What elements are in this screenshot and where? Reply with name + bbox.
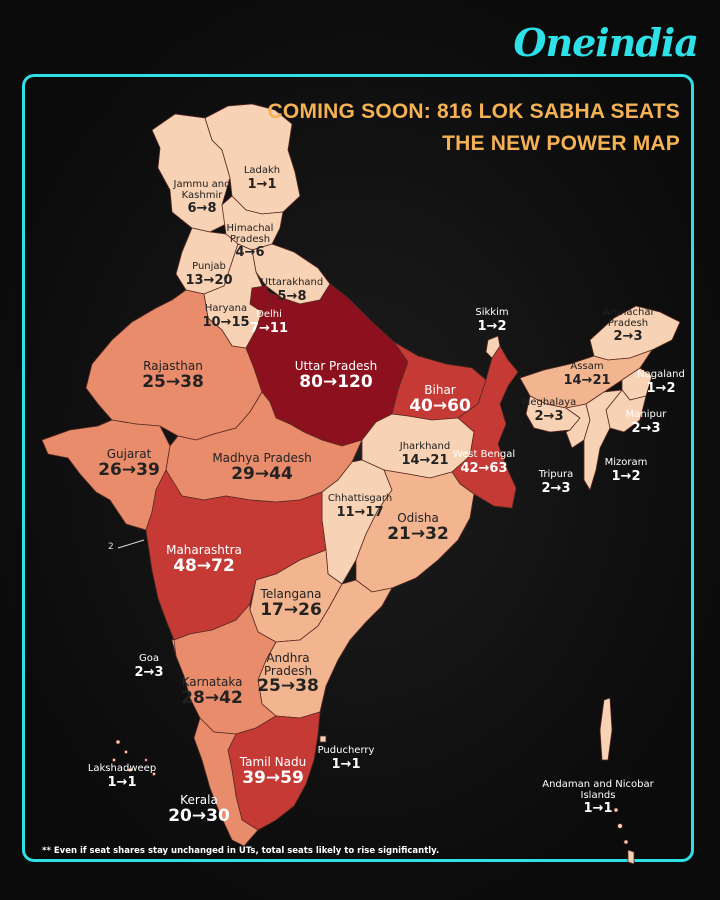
label-maharashtra: Maharashtra 48→72 (166, 543, 242, 576)
label-meghalaya: Meghalaya 2→3 (521, 397, 577, 424)
headline-line-2: THE NEW POWER MAP (442, 132, 680, 155)
label-punjab: Punjab 13→20 (185, 261, 233, 288)
label-lakshadweep: Lakshadweep 1→1 (87, 763, 157, 790)
label-mp: Madhya Pradesh 29→44 (212, 451, 312, 484)
marker-label: 2 (108, 542, 114, 552)
label-goa: Goa 2→3 (134, 653, 164, 680)
region-sikkim (485, 335, 501, 359)
label-rajasthan: Rajasthan 25→38 (142, 359, 204, 392)
label-odisha: Odisha 21→32 (387, 511, 449, 544)
label-hp: Himachal Pradesh 4→6 (226, 223, 274, 260)
headline-line-1: COMING SOON: 816 LOK SABHA SEATS (267, 100, 680, 123)
map-frame (22, 74, 694, 862)
label-andaman: Andaman and Nicobar Islands 1→1 (542, 779, 654, 816)
label-up: Uttar Pradesh 80→120 (294, 359, 378, 392)
region-lakshadweep (112, 739, 156, 777)
label-sikkim: Sikkim 1→2 (475, 307, 509, 334)
label-ladakh: Ladakh 1→1 (243, 165, 281, 192)
label-haryana: Haryana 10→15 (202, 303, 250, 330)
label-ap: Andhra Pradesh 25→38 (257, 651, 319, 697)
label-manipur: Manipur 2→3 (625, 409, 667, 436)
label-kerala: Kerala 20→30 (168, 793, 230, 826)
region-ladakh (204, 103, 301, 215)
region-karnataka (173, 602, 277, 735)
label-jk: Jammu and Kashmir 6→8 (173, 179, 231, 216)
region-mizoram (583, 389, 623, 491)
label-chhattisgarh: Chhattisgarh 11→17 (327, 493, 393, 520)
region-delhi (249, 285, 273, 313)
label-jharkhand: Jharkhand 14→21 (399, 441, 451, 468)
label-nagaland: Nagaland 1→2 (637, 369, 685, 396)
region-kerala (193, 717, 259, 847)
label-uttarakhand: Uttarakhand 5→8 (260, 277, 324, 304)
marker-line (117, 539, 145, 549)
label-delhi: Delhi 7→11 (249, 309, 289, 336)
label-assam: Assam 14→21 (563, 361, 611, 388)
label-gujarat: Gujarat 26→39 (98, 447, 160, 480)
region-wb (451, 345, 519, 509)
region-andaman (599, 697, 635, 865)
label-wb: West Bengal 42→63 (452, 449, 516, 476)
region-puducherry (319, 735, 327, 743)
label-arunachal: Arunachal Pradesh 2→3 (602, 307, 654, 344)
label-karnataka: Karnataka 28→42 (181, 675, 243, 708)
label-tn: Tamil Nadu 39→59 (239, 755, 307, 788)
footnote: ** Even if seat shares stay unchanged in… (42, 846, 440, 856)
label-puducherry: Puducherry 1→1 (317, 745, 375, 772)
region-odisha (355, 469, 475, 593)
label-bihar: Bihar 40→60 (409, 383, 471, 416)
label-mizoram: Mizoram 1→2 (604, 457, 648, 484)
label-tripura: Tripura 2→3 (538, 469, 574, 496)
oneindia-logo: Oneindia (513, 20, 699, 65)
label-telangana: Telangana 17→26 (260, 587, 322, 620)
